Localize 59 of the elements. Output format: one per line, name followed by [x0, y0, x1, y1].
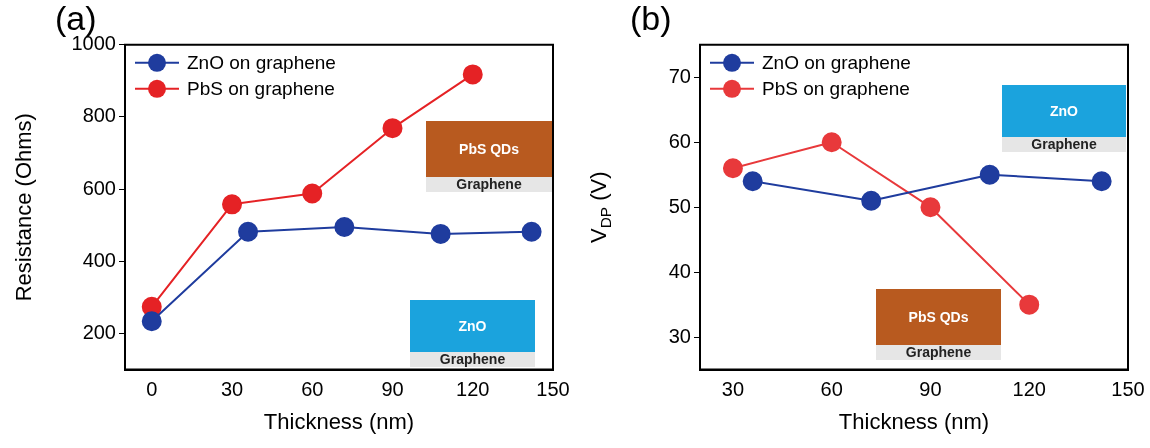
annotation: PbS QDs	[426, 121, 552, 177]
point	[302, 183, 323, 204]
x-tick-label: 90	[381, 378, 404, 401]
legend-label: PbS on graphene	[762, 78, 910, 100]
x-tick-label: 30	[220, 378, 244, 401]
x-tick-label: 60	[820, 378, 843, 401]
point	[1019, 294, 1040, 315]
chart-title: (b)	[630, 0, 672, 37]
point	[742, 171, 763, 192]
point	[334, 217, 355, 238]
layer-stack-sketch: ZnO Graphene	[1002, 85, 1126, 152]
y-tick-label: 400	[82, 248, 116, 271]
annotation: PbS QDs	[876, 289, 1001, 345]
point	[430, 223, 451, 244]
y-tick-label: 70	[668, 64, 691, 87]
x-tick-label: 150	[536, 378, 570, 401]
x-tick-label: 150	[1111, 378, 1145, 401]
x-tick-label: 30	[721, 378, 745, 401]
layer-stack-sketch: PbS QDs Graphene	[876, 289, 1001, 360]
layer-stack-sketch: ZnO Graphene	[410, 300, 535, 367]
annotation: Graphene	[1002, 136, 1126, 152]
point	[382, 118, 403, 139]
x-axis-title: Thickness (nm)	[838, 408, 990, 434]
annotation: ZnO	[410, 300, 535, 352]
x-axis-title: Thickness (nm)	[263, 408, 415, 434]
legend-label: PbS on graphene	[187, 78, 335, 100]
y-tick-label: 200	[82, 321, 116, 344]
y-axis-title: Resistance (Ohms)	[11, 113, 37, 302]
x-tick-label: 60	[301, 378, 324, 401]
point	[979, 164, 1000, 185]
y-tick-label: 50	[668, 194, 691, 217]
y-tick-label: 30	[668, 324, 691, 347]
x-tick-label: 120	[1012, 378, 1046, 401]
x-tick-label: 120	[456, 378, 490, 401]
x-tick-label: 0	[146, 378, 158, 401]
point	[462, 64, 483, 85]
point	[222, 194, 242, 215]
y-tick-label: 60	[668, 129, 691, 152]
point	[821, 132, 842, 153]
point	[1091, 171, 1112, 192]
y-tick-label: 40	[668, 259, 691, 282]
legend-label: ZnO on graphene	[762, 52, 911, 74]
y-axis-title: VDP (V)	[586, 171, 614, 243]
annotation: Graphene	[876, 344, 1001, 360]
annotation: Graphene	[426, 176, 552, 192]
legend-label: ZnO on graphene	[187, 52, 336, 74]
point	[521, 221, 542, 242]
annotation: Graphene	[410, 351, 535, 367]
point	[861, 190, 882, 211]
point	[141, 311, 162, 332]
point	[722, 158, 743, 179]
y-tick-label: 800	[82, 104, 116, 127]
y-tick-label: 600	[82, 176, 116, 199]
point	[238, 221, 259, 242]
point	[920, 197, 941, 218]
annotation: ZnO	[1002, 85, 1126, 137]
layer-stack-sketch: PbS QDs Graphene	[426, 121, 552, 192]
chart-title: (a)	[55, 0, 97, 37]
x-tick-label: 90	[919, 378, 942, 401]
